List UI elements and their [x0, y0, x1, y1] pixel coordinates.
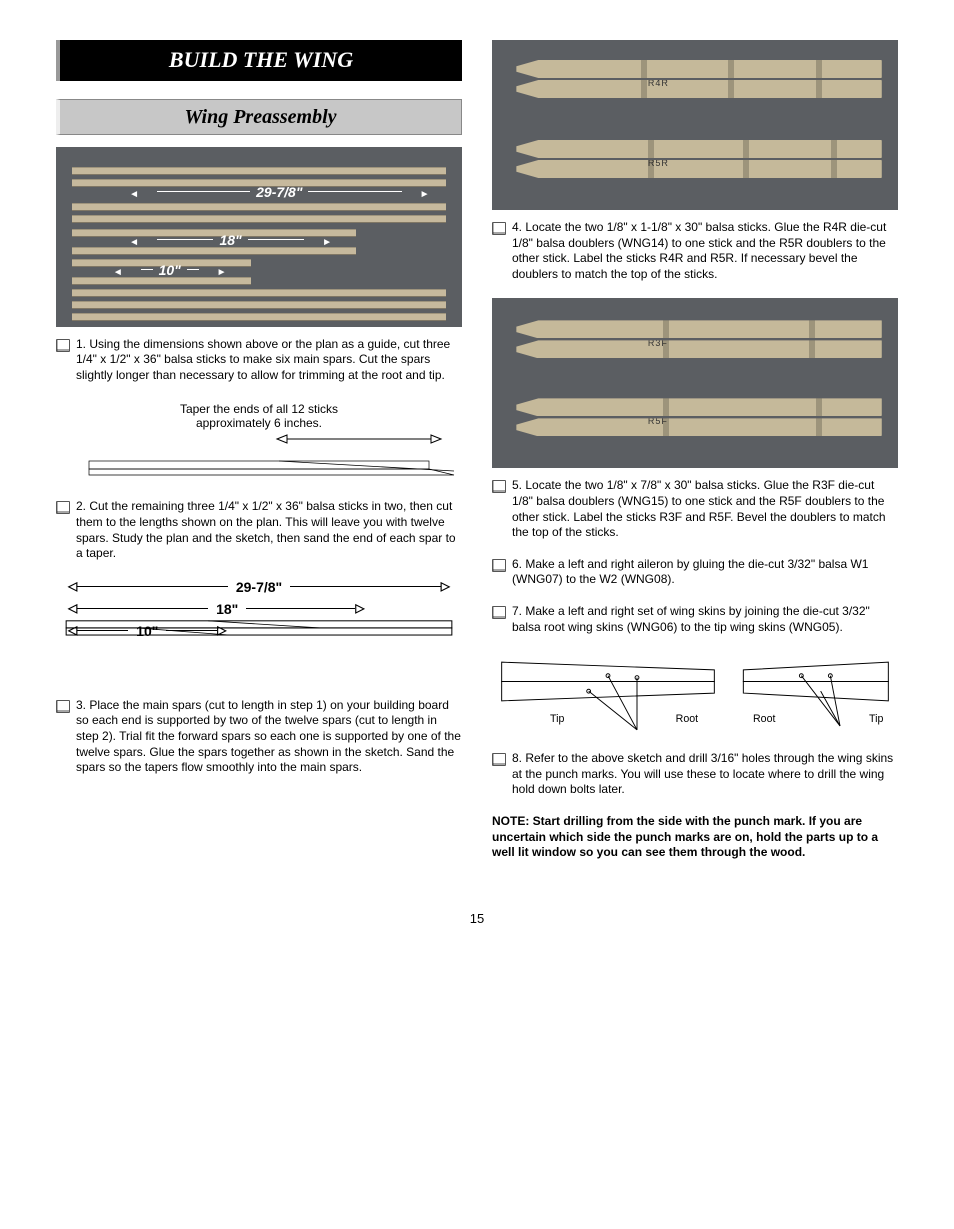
step5-text: 5. Locate the two 1/8" x 7/8" x 30" bals…: [512, 478, 898, 540]
taper-caption-a: Taper the ends of all 12 sticks: [180, 402, 338, 416]
photo-step1-sticks: 29-7/8" 18" 10": [56, 147, 462, 327]
note-text: NOTE: Start drilling from the side with …: [492, 814, 898, 861]
diagram-stacked-spars: ◁ 29-7/8" ▷ ◁ 18" ▷ ◁ 10" ▷: [56, 578, 462, 688]
diagram-taper: Taper the ends of all 12 sticks approxim…: [56, 399, 462, 489]
checkbox-step2: [56, 501, 70, 514]
photo-r4r-r5r: R4R R5R: [492, 40, 898, 210]
checkbox-step3: [56, 700, 70, 713]
step3-text: 3. Place the main spars (cut to length i…: [76, 698, 462, 776]
checkbox-step8: [492, 753, 506, 766]
skins-label-root: Root: [676, 713, 698, 725]
step6-text: 6. Make a left and right aileron by glui…: [512, 557, 898, 588]
checkbox-step7: [492, 606, 506, 619]
header-main: BUILD THE WING: [56, 40, 462, 81]
checkbox-step4: [492, 222, 506, 235]
header-sub: Wing Preassembly: [56, 99, 462, 135]
step2-text: 2. Cut the remaining three 1/4" x 1/2" x…: [76, 499, 462, 561]
checkbox-step5: [492, 480, 506, 493]
photo-r3f-r5f: R3F R5F: [492, 298, 898, 468]
taper-caption-b: approximately 6 inches.: [196, 416, 322, 430]
skins-label-root2: Root: [753, 713, 775, 725]
skins-label-tip2: Tip: [869, 713, 883, 725]
step4-text: 4. Locate the two 1/8" x 1-1/8" x 30" ba…: [512, 220, 898, 282]
diagram-wing-skins: Tip Root Root Tip: [492, 651, 898, 741]
step1-text: 1. Using the dimensions shown above or t…: [76, 337, 462, 384]
step8-text: 8. Refer to the above sketch and drill 3…: [512, 751, 898, 798]
photo1-dim-a: 29-7/8": [256, 183, 302, 201]
page-number: 15: [56, 911, 898, 928]
checkbox-step1: [56, 339, 70, 352]
step7-text: 7. Make a left and right set of wing ski…: [512, 604, 898, 635]
label-r4r: R4R: [648, 78, 669, 90]
skins-label-tip: Tip: [550, 713, 564, 725]
checkbox-step6: [492, 559, 506, 572]
